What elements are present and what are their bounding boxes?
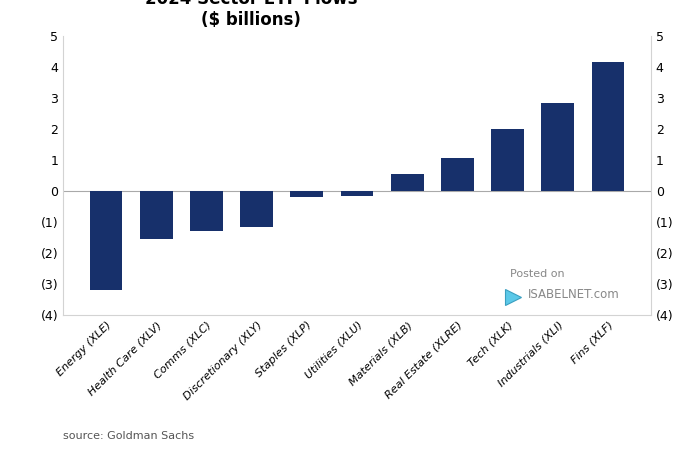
Bar [441, 158, 474, 191]
Bar [90, 191, 122, 290]
Bar [491, 129, 524, 191]
Bar [190, 191, 223, 231]
Title: 2024 Sector ETF Flows
($ billions): 2024 Sector ETF Flows ($ billions) [145, 0, 358, 29]
Text: Posted on: Posted on [510, 269, 564, 279]
Text: source: Goldman Sachs: source: Goldman Sachs [63, 431, 194, 441]
Bar [240, 191, 273, 227]
Bar [341, 191, 373, 196]
Bar [290, 191, 323, 197]
Bar [140, 191, 172, 239]
Bar [542, 103, 574, 191]
Bar [391, 174, 424, 191]
Bar [592, 63, 624, 191]
Text: ISABELNET.com: ISABELNET.com [528, 288, 620, 301]
